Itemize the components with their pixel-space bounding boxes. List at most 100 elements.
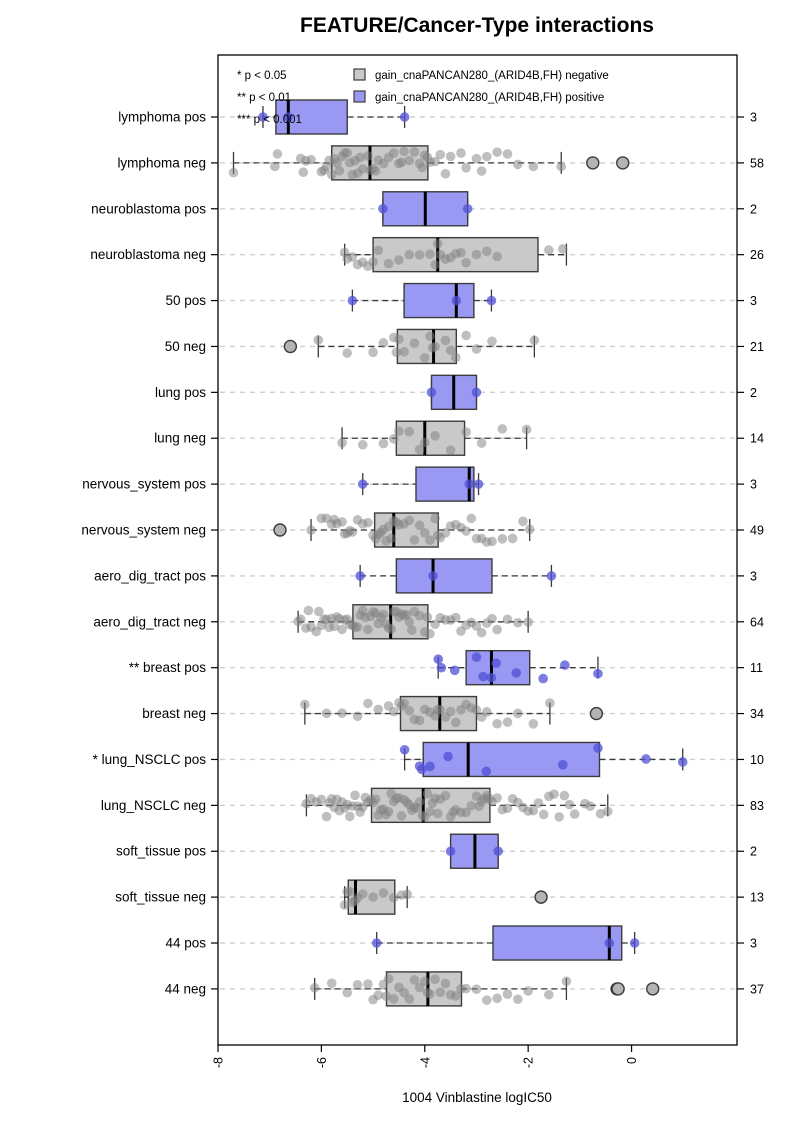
data-point (476, 627, 487, 638)
row-label: soft_tissue pos (116, 844, 206, 859)
data-point (433, 654, 444, 664)
data-point (561, 976, 572, 987)
data-point (425, 806, 435, 817)
data-point (306, 154, 316, 165)
data-point (404, 515, 415, 526)
boxplot-row-aero-dig-tract-pos (355, 558, 557, 594)
data-point (399, 744, 410, 755)
row-label: nervous_system neg (81, 523, 206, 538)
data-point (461, 526, 471, 536)
data-point (430, 341, 440, 352)
boxplot-row-50-neg (283, 328, 540, 365)
data-point (363, 517, 373, 528)
data-point (471, 387, 482, 398)
data-point (450, 612, 461, 623)
box (403, 282, 475, 319)
data-point (502, 989, 513, 999)
data-point (394, 334, 404, 345)
data-point (342, 148, 353, 158)
boxplot-row-44-pos (371, 925, 640, 961)
data-point (419, 437, 430, 448)
data-point (538, 673, 548, 684)
data-point (355, 152, 365, 163)
data-point (482, 246, 492, 257)
x-tick-label: -6 (315, 1057, 329, 1068)
legend-sig-3: *** p < 0.001 (237, 114, 302, 126)
data-point (337, 517, 347, 527)
data-point (425, 628, 435, 639)
data-point (677, 757, 688, 767)
data-point (559, 790, 570, 801)
data-point (560, 660, 570, 670)
data-point (492, 793, 502, 803)
data-point (585, 801, 595, 811)
data-point (476, 438, 487, 448)
data-point (502, 803, 513, 814)
row-label: 44 pos (165, 936, 206, 951)
data-point (491, 658, 501, 669)
data-point (602, 806, 613, 817)
data-point (546, 571, 557, 581)
data-point (414, 520, 425, 531)
data-point (396, 157, 407, 168)
row-label: lung_NSCLC neg (101, 798, 206, 813)
data-point (283, 112, 294, 122)
data-point (471, 249, 482, 260)
data-point (368, 347, 378, 358)
data-point (502, 149, 513, 159)
count-label: 49 (750, 524, 764, 538)
row-label: lung pos (155, 385, 206, 400)
data-point (422, 788, 433, 799)
data-point (396, 811, 407, 821)
data-point (554, 812, 564, 822)
data-point (401, 609, 412, 620)
data-point (347, 527, 358, 537)
data-point (461, 807, 471, 818)
row-label: * lung_NSCLC pos (93, 752, 207, 767)
boxplot-row--lung-nsclc-pos (399, 741, 688, 778)
data-point (337, 708, 347, 718)
data-point (462, 203, 473, 214)
data-point (386, 533, 396, 544)
data-point (523, 617, 533, 627)
data-point (473, 479, 484, 489)
row-label: 50 pos (165, 293, 206, 308)
count-label: 26 (750, 248, 764, 262)
boxplot-row-breast-neg (300, 695, 604, 732)
data-point (595, 808, 606, 819)
row-label: lymphoma neg (117, 155, 206, 170)
count-label: 3 (750, 294, 757, 308)
data-point (404, 155, 415, 166)
data-point (445, 151, 456, 162)
data-point (450, 991, 461, 1001)
data-point (641, 754, 651, 764)
data-point (533, 798, 544, 808)
data-point (435, 987, 446, 998)
data-point (363, 979, 373, 989)
data-point (549, 789, 559, 800)
data-point (357, 479, 368, 489)
x-tick-label: -8 (212, 1057, 226, 1068)
data-point (556, 161, 567, 172)
data-point (383, 973, 394, 984)
data-point (502, 717, 513, 727)
data-point (445, 345, 456, 355)
data-point (436, 662, 447, 673)
data-point (492, 993, 502, 1004)
data-point (593, 668, 603, 679)
data-point (461, 257, 471, 268)
data-point (435, 705, 446, 715)
data-point (363, 151, 373, 161)
data-point (440, 168, 451, 179)
data-point (464, 479, 475, 489)
data-point (471, 705, 482, 715)
data-point (492, 718, 502, 729)
data-point (493, 846, 503, 857)
data-point (350, 790, 360, 801)
boxplot-row-soft-tissue-pos (445, 833, 503, 869)
data-point (502, 614, 513, 625)
data-point (409, 975, 420, 985)
data-point (337, 624, 347, 635)
count-label: 64 (750, 615, 764, 629)
